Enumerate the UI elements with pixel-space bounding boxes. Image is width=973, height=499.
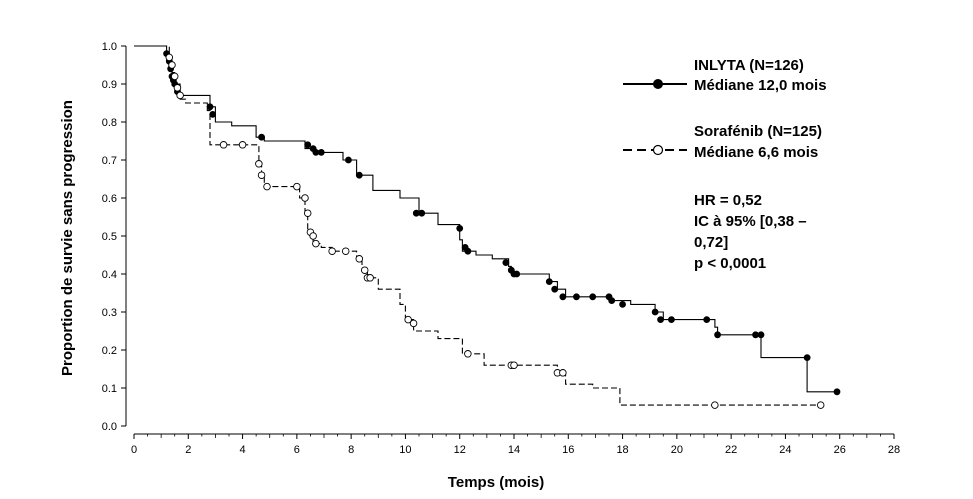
legend: INLYTA (N=126) Médiane 12,0 mois Sorafén…: [623, 57, 827, 272]
censor-marker: [355, 255, 364, 263]
confidence-interval-text-cont: 0,72]: [694, 234, 728, 251]
censor-marker: [165, 53, 174, 62]
censor-marker: [657, 316, 664, 324]
legend-inlyta-marker: [653, 79, 663, 89]
censor-marker: [304, 141, 312, 149]
censor-marker: [328, 247, 336, 255]
y-tick-label: 0.7: [102, 155, 117, 167]
censor-marker: [404, 315, 412, 324]
x-tick-label: 2: [185, 444, 191, 456]
axes: [125, 46, 894, 435]
x-tick-label: 4: [240, 444, 246, 456]
censor-marker: [714, 331, 721, 339]
x-tick-label: 10: [399, 444, 411, 456]
censor-marker: [833, 388, 841, 396]
censor-marker: [170, 72, 179, 81]
censor-marker: [173, 84, 182, 92]
censor-marker: [209, 111, 217, 118]
censor-marker: [301, 194, 309, 202]
y-axis-ticks: 0.0 0.1 0.2 0.3 0.4 0.5 0.6 0.7 0.8 0.9 1.0: [102, 41, 126, 433]
survival-curves: [134, 45, 841, 409]
censor-marker: [803, 354, 811, 362]
censor-marker: [668, 316, 675, 324]
censor-marker: [502, 259, 510, 267]
y-tick-label: 0.9: [102, 79, 117, 91]
legend-sorafenib-name: Sorafénib (N=125): [694, 123, 822, 140]
censor-marker: [589, 293, 597, 301]
censor-marker: [293, 182, 301, 191]
censor-marker: [464, 350, 472, 358]
censor-marker: [366, 274, 374, 282]
censor-marker: [757, 331, 765, 339]
x-tick-label: 0: [131, 444, 137, 456]
censor-marker: [510, 361, 518, 369]
censor-marker: [238, 141, 247, 149]
censor-marker: [464, 247, 472, 255]
censor-marker: [255, 160, 263, 168]
censor-marker: [176, 91, 184, 100]
censor-marker: [309, 232, 317, 240]
x-tick-label: 8: [348, 444, 354, 456]
censor-marker: [409, 319, 418, 328]
x-tick-label: 12: [454, 444, 466, 456]
y-tick-label: 0.3: [102, 307, 117, 319]
censor-marker: [559, 293, 567, 301]
censor-marker: [711, 401, 719, 409]
censor-marker: [573, 293, 580, 301]
x-tick-label: 24: [779, 444, 791, 456]
censor-marker: [545, 278, 553, 286]
x-tick-label: 18: [616, 444, 628, 456]
legend-sorafenib-median: Médiane 6,6 mois: [694, 144, 818, 161]
x-tick-label: 14: [508, 444, 520, 456]
legend-inlyta-name: INLYTA (N=126): [694, 57, 804, 74]
censor-marker: [608, 297, 616, 305]
x-tick-label: 22: [725, 444, 737, 456]
censor-marker: [168, 61, 176, 69]
censor-marker: [551, 285, 559, 293]
y-tick-label: 0.0: [102, 421, 117, 433]
y-tick-label: 0.2: [102, 345, 117, 357]
x-tick-label: 20: [671, 444, 683, 456]
p-value-text: p < 0,0001: [694, 255, 766, 272]
x-axis-title: Temps (mois): [448, 474, 544, 491]
x-tick-label: 26: [834, 444, 846, 456]
censor-marker: [651, 308, 659, 316]
confidence-interval-text: IC à 95% [0,38 –: [694, 213, 807, 230]
censor-marker: [341, 247, 350, 255]
y-axis-title: Proportion de survie sans progression: [59, 100, 76, 376]
censor-marker: [816, 401, 825, 409]
censor-marker: [219, 141, 228, 149]
hazard-ratio-text: HR = 0,52: [694, 192, 762, 209]
y-tick-label: 0.6: [102, 193, 117, 205]
censor-marker: [263, 182, 271, 191]
censor-marker: [258, 133, 265, 141]
censor-marker: [257, 171, 266, 179]
censor-marker: [345, 156, 352, 164]
censor-marker: [303, 209, 312, 217]
censor-marker: [418, 209, 426, 217]
censor-marker: [312, 239, 320, 248]
y-tick-label: 0.8: [102, 117, 117, 129]
x-tick-label: 28: [888, 444, 900, 456]
x-axis-ticks: 0 2 4 6 8 10 12 14 16 18 20 22 24 26 28: [131, 434, 900, 456]
y-tick-label: 0.1: [102, 383, 117, 395]
y-tick-label: 1.0: [102, 41, 117, 53]
x-tick-label: 16: [562, 444, 574, 456]
censor-marker: [360, 266, 369, 274]
x-tick-label: 6: [294, 444, 300, 456]
legend-sorafenib-marker: [652, 144, 664, 156]
legend-inlyta-median: Médiane 12,0 mois: [694, 77, 827, 94]
censor-marker: [619, 300, 626, 308]
series-sorafenib: [134, 45, 825, 409]
censor-marker: [355, 171, 363, 179]
censor-marker: [206, 103, 214, 111]
y-tick-label: 0.4: [102, 269, 117, 281]
censor-marker: [703, 316, 711, 324]
censor-marker: [317, 148, 325, 156]
censor-marker: [513, 270, 521, 278]
censor-marker: [559, 369, 567, 377]
censor-marker: [456, 224, 464, 232]
y-tick-label: 0.5: [102, 231, 117, 243]
